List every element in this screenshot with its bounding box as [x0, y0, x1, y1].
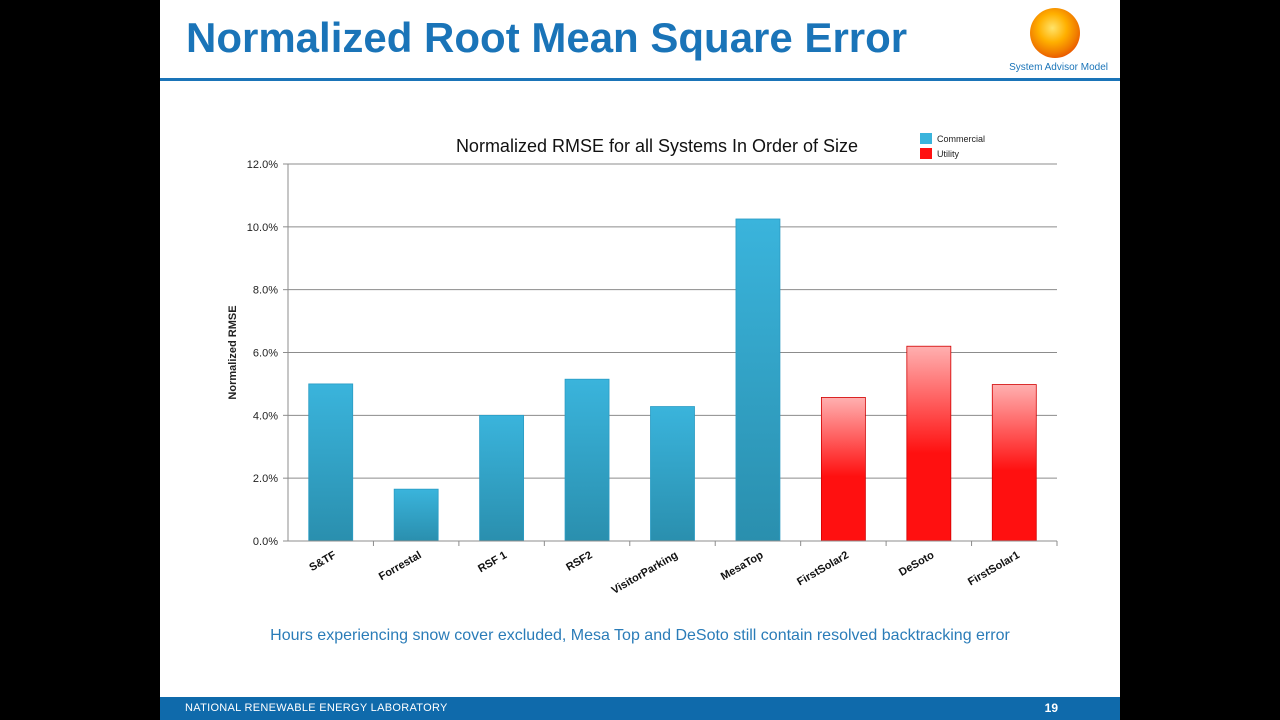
- x-tick-label: DeSoto: [897, 549, 937, 579]
- bar-desoto: [906, 345, 952, 542]
- bar-visitorparking: [650, 406, 695, 542]
- x-tick-label: VisitorParking: [610, 549, 680, 597]
- bar-firstsolar1: [991, 384, 1037, 542]
- y-tick-label: 8.0%: [253, 285, 278, 297]
- sun-logo-icon: [1030, 8, 1080, 58]
- x-tick-label: S&TF: [307, 549, 338, 574]
- bar-forrestal: [393, 488, 439, 542]
- x-tick-label: RSF 1: [476, 549, 509, 575]
- bar-mesatop: [735, 218, 781, 542]
- x-tick-label: Forrestal: [377, 549, 424, 583]
- legend-swatch-utility: [920, 148, 932, 159]
- x-tick-label: FirstSolar1: [966, 549, 1022, 588]
- legend-label-utility: Utility: [937, 149, 959, 159]
- page-title: Normalized Root Mean Square Error: [186, 14, 908, 61]
- x-tick-label: RSF2: [564, 549, 594, 573]
- bar-firstsolar2: [820, 397, 866, 542]
- bar-rsf-1: [479, 414, 525, 542]
- y-tick-label: 4.0%: [253, 410, 278, 422]
- y-tick-label: 6.0%: [253, 348, 278, 360]
- bar-s-tf: [308, 383, 354, 542]
- page-number: 19: [1044, 701, 1058, 715]
- legend-label-commercial: Commercial: [937, 134, 985, 144]
- y-tick-label: 2.0%: [253, 473, 278, 485]
- legend-swatch-commercial: [920, 133, 932, 144]
- logo-caption: System Advisor Model: [1009, 62, 1108, 73]
- y-tick-label: 10.0%: [247, 222, 278, 234]
- y-axis-label: Normalized RMSE: [227, 305, 239, 399]
- slide: Normalized Root Mean Square Error System…: [160, 0, 1120, 720]
- y-tick-label: 12.0%: [247, 159, 278, 171]
- bar-rsf2: [564, 378, 610, 542]
- nrmse-bar-chart: Normalized RMSE for all Systems In Order…: [227, 133, 1058, 597]
- footer-organization: NATIONAL RENEWABLE ENERGY LABORATORY: [185, 702, 448, 714]
- y-tick-label: 0.0%: [253, 536, 278, 548]
- footer-bar: NATIONAL RENEWABLE ENERGY LABORATORY 19: [160, 697, 1120, 720]
- chart-title: Normalized RMSE for all Systems In Order…: [456, 136, 858, 156]
- x-tick-label: FirstSolar2: [795, 549, 851, 588]
- x-tick-label: MesaTop: [719, 549, 766, 583]
- slide-caption: Hours experiencing snow cover excluded, …: [270, 627, 1010, 644]
- title-divider: [160, 78, 1120, 81]
